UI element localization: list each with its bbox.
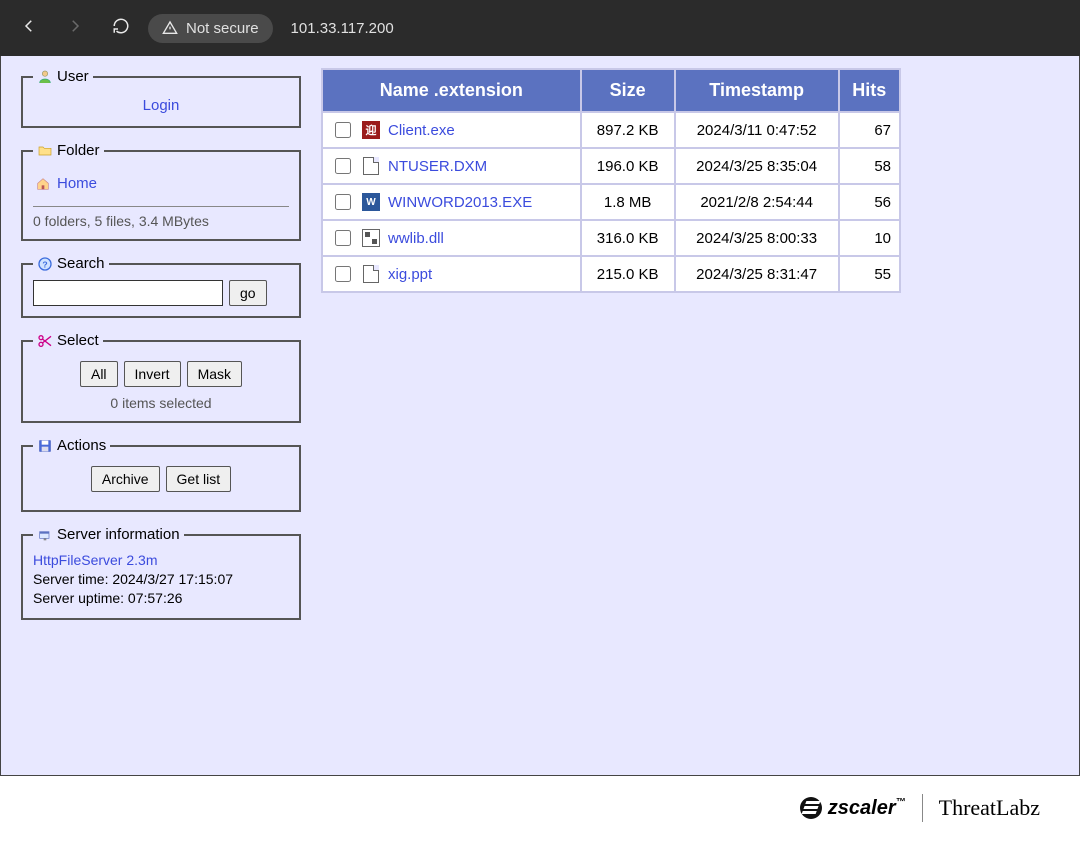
save-icon: [37, 438, 53, 454]
security-chip[interactable]: Not secure: [148, 14, 273, 43]
file-hits: 58: [839, 148, 900, 184]
table-row: 迎 Client.exe 897.2 KB2024/3/11 0:47:5267: [322, 112, 900, 148]
not-secure-label: Not secure: [186, 20, 259, 37]
user-legend: User: [57, 68, 89, 85]
forward-button[interactable]: [56, 17, 94, 40]
actions-legend: Actions: [57, 437, 106, 454]
svg-text:?: ?: [42, 259, 47, 269]
file-hits: 55: [839, 256, 900, 292]
folder-legend: Folder: [57, 142, 100, 159]
actions-panel: Actions Archive Get list: [21, 437, 301, 512]
row-checkbox[interactable]: [335, 230, 351, 246]
select-mask-button[interactable]: Mask: [187, 361, 242, 387]
col-size[interactable]: Size: [581, 69, 675, 112]
file-size: 196.0 KB: [581, 148, 675, 184]
select-panel: Select All Invert Mask 0 items selected: [21, 332, 301, 423]
folder-panel: Folder Home 0 folders, 5 files, 3.4 MByt…: [21, 142, 301, 241]
table-row: wwlib.dll 316.0 KB2024/3/25 8:00:3310: [322, 220, 900, 256]
address-url[interactable]: 101.33.117.200: [291, 20, 394, 37]
select-legend: Select: [57, 332, 99, 349]
file-link[interactable]: wwlib.dll: [388, 230, 444, 247]
col-timestamp[interactable]: Timestamp: [675, 69, 839, 112]
server-uptime: Server uptime: 07:57:26: [33, 589, 289, 608]
server-panel: Server information HttpFileServer 2.3m S…: [21, 526, 301, 620]
folder-summary: 0 folders, 5 files, 3.4 MBytes: [33, 213, 289, 229]
login-link[interactable]: Login: [143, 97, 180, 114]
exe-icon: 迎: [362, 121, 380, 139]
file-table: Name .extension Size Timestamp Hits 迎 Cli…: [321, 68, 901, 293]
file-hits: 56: [839, 184, 900, 220]
table-row: W WINWORD2013.EXE 1.8 MB2021/2/8 2:54:4456: [322, 184, 900, 220]
file-area: Name .extension Size Timestamp Hits 迎 Cli…: [321, 68, 1059, 293]
row-checkbox[interactable]: [335, 194, 351, 210]
file-size: 215.0 KB: [581, 256, 675, 292]
sidebar: User Login Folder Home 0 folders, 5 file…: [21, 68, 301, 634]
col-hits[interactable]: Hits: [839, 69, 900, 112]
select-all-button[interactable]: All: [80, 361, 118, 387]
file-timestamp: 2024/3/25 8:31:47: [675, 256, 839, 292]
server-icon: [37, 527, 53, 543]
search-input[interactable]: [33, 280, 223, 306]
table-row: xig.ppt 215.0 KB2024/3/25 8:31:4755: [322, 256, 900, 292]
file-size: 897.2 KB: [581, 112, 675, 148]
file-size: 1.8 MB: [581, 184, 675, 220]
server-link[interactable]: HttpFileServer 2.3m: [33, 552, 157, 568]
row-checkbox[interactable]: [335, 122, 351, 138]
getlist-button[interactable]: Get list: [166, 466, 232, 492]
zscaler-text: zscaler: [828, 797, 896, 819]
file-icon: [362, 265, 380, 283]
file-link[interactable]: WINWORD2013.EXE: [388, 194, 532, 211]
file-timestamp: 2024/3/11 0:47:52: [675, 112, 839, 148]
row-checkbox[interactable]: [335, 158, 351, 174]
file-link[interactable]: Client.exe: [388, 122, 455, 139]
col-name[interactable]: Name .extension: [322, 69, 581, 112]
file-hits: 10: [839, 220, 900, 256]
row-checkbox[interactable]: [335, 266, 351, 282]
select-invert-button[interactable]: Invert: [124, 361, 181, 387]
file-link[interactable]: xig.ppt: [388, 266, 432, 283]
user-icon: [37, 69, 53, 85]
server-time: Server time: 2024/3/27 17:15:07: [33, 570, 289, 589]
dll-icon: [362, 229, 380, 247]
divider: [922, 794, 923, 822]
file-link[interactable]: NTUSER.DXM: [388, 158, 487, 175]
file-timestamp: 2024/3/25 8:35:04: [675, 148, 839, 184]
file-timestamp: 2021/2/8 2:54:44: [675, 184, 839, 220]
search-go-button[interactable]: go: [229, 280, 267, 306]
browser-bar: Not secure 101.33.117.200: [0, 0, 1080, 56]
search-legend: Search: [57, 255, 105, 272]
word-icon: W: [362, 193, 380, 211]
file-size: 316.0 KB: [581, 220, 675, 256]
divider: [33, 206, 289, 207]
help-icon: ?: [37, 256, 53, 272]
reload-button[interactable]: [102, 17, 140, 40]
page-body: User Login Folder Home 0 folders, 5 file…: [0, 56, 1080, 776]
archive-button[interactable]: Archive: [91, 466, 160, 492]
table-row: NTUSER.DXM 196.0 KB2024/3/25 8:35:0458: [322, 148, 900, 184]
search-panel: ? Search go: [21, 255, 301, 318]
home-link[interactable]: Home: [57, 175, 97, 192]
zscaler-logo: zscaler™: [800, 797, 906, 820]
footer: zscaler™ ThreatLabz: [0, 776, 1080, 832]
warning-icon: [162, 20, 178, 36]
user-panel: User Login: [21, 68, 301, 128]
zscaler-mark-icon: [800, 797, 822, 819]
home-icon: [35, 176, 51, 192]
threatlabz-text: ThreatLabz: [939, 795, 1040, 821]
scissors-icon: [37, 333, 53, 349]
file-icon: [362, 157, 380, 175]
back-button[interactable]: [10, 17, 48, 40]
select-status: 0 items selected: [33, 395, 289, 411]
file-hits: 67: [839, 112, 900, 148]
folder-icon: [37, 143, 53, 159]
file-timestamp: 2024/3/25 8:00:33: [675, 220, 839, 256]
server-legend: Server information: [57, 526, 180, 543]
